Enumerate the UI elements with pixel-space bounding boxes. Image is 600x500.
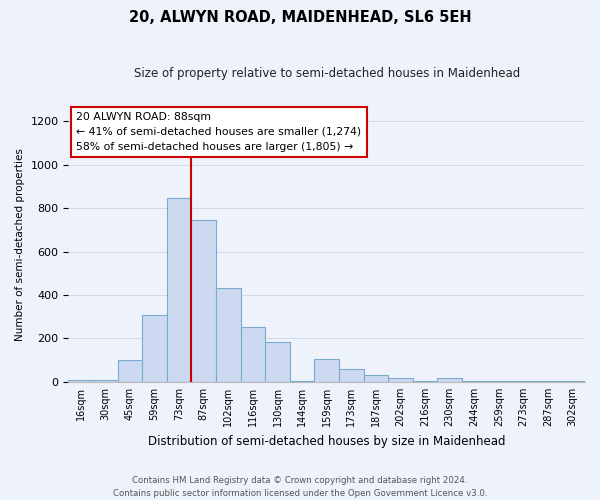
Bar xyxy=(437,378,462,382)
Text: 20 ALWYN ROAD: 88sqm
← 41% of semi-detached houses are smaller (1,274)
58% of se: 20 ALWYN ROAD: 88sqm ← 41% of semi-detac… xyxy=(76,112,361,152)
Bar xyxy=(388,378,413,382)
Bar xyxy=(142,314,167,382)
Bar xyxy=(314,359,339,382)
Bar xyxy=(265,342,290,382)
Bar xyxy=(290,381,314,382)
Y-axis label: Number of semi-detached properties: Number of semi-detached properties xyxy=(15,148,25,342)
Bar xyxy=(216,288,241,382)
Text: 20, ALWYN ROAD, MAIDENHEAD, SL6 5EH: 20, ALWYN ROAD, MAIDENHEAD, SL6 5EH xyxy=(128,10,472,25)
Bar xyxy=(118,360,142,382)
Bar xyxy=(68,380,93,382)
Text: Contains HM Land Registry data © Crown copyright and database right 2024.
Contai: Contains HM Land Registry data © Crown c… xyxy=(113,476,487,498)
Bar xyxy=(339,369,364,382)
Bar xyxy=(167,198,191,382)
X-axis label: Distribution of semi-detached houses by size in Maidenhead: Distribution of semi-detached houses by … xyxy=(148,434,505,448)
Bar xyxy=(93,380,118,382)
Title: Size of property relative to semi-detached houses in Maidenhead: Size of property relative to semi-detach… xyxy=(134,68,520,80)
Bar xyxy=(241,326,265,382)
Bar xyxy=(191,220,216,382)
Bar xyxy=(364,376,388,382)
